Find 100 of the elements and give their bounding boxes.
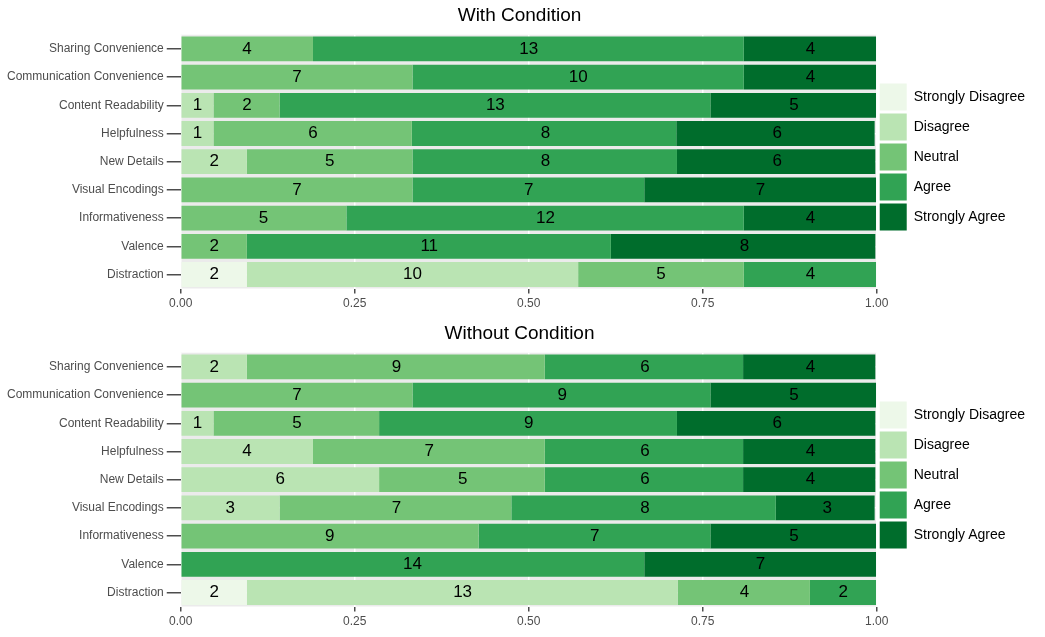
bar [743,262,877,287]
annotation: 11 [420,235,439,255]
bar [676,410,876,436]
annotation: 5 [324,151,335,171]
annotation: 2 [209,264,219,284]
x-tick-label: 0.25 [343,614,367,629]
annotation: 2 [209,356,219,376]
bar [412,64,744,90]
annotation: 8 [540,151,551,171]
annotation: 10 [403,264,422,284]
bar [412,177,645,203]
annotation: 6 [640,441,650,461]
annotation: 5 [789,525,799,545]
legend-label: Disagree [913,435,970,452]
bar [181,523,479,549]
annotation: 4 [805,264,816,284]
bar [478,523,711,549]
bar [312,439,545,464]
annotation: 6 [308,123,318,143]
bar [181,551,645,577]
bar [544,467,744,493]
annotation: 5 [258,207,269,227]
y-tick-label: Helpfulness [101,443,164,458]
bar [181,92,214,118]
bar [610,233,876,259]
annotation: 13 [485,94,505,114]
bar [411,121,677,146]
annotation: 7 [292,179,302,199]
annotation: 3 [822,497,833,517]
annotation: 4 [242,441,252,461]
x-tick-label: 0.00 [169,296,193,311]
x-tick-label: 1.00 [865,614,889,629]
bar [743,439,876,464]
bar [775,495,875,521]
chart-title: Without Condition [444,321,595,343]
annotation: 7 [590,525,600,545]
annotation: 14 [403,553,422,573]
annotation: 8 [540,123,551,143]
annotation: 4 [805,38,816,58]
annotation: 9 [557,384,567,404]
annotation: 2 [242,94,252,114]
annotation: 2 [209,235,219,255]
bar [379,467,545,493]
bar [246,149,413,175]
legend-label: Neutral [913,465,959,482]
bar [710,382,877,408]
bar [743,467,876,493]
x-tick-label: 0.50 [517,296,541,311]
bar [181,467,380,493]
bar [181,205,347,231]
annotation: 1 [192,123,203,143]
annotation: 5 [457,469,468,489]
legend-label: Strongly Disagree [913,87,1026,104]
annotation: 4 [805,66,816,86]
y-tick-label: New Details [99,472,164,487]
annotation: 6 [275,469,286,489]
bar [279,495,512,521]
bar [743,354,876,380]
x-tick-label: 0.75 [691,296,715,311]
bar [181,354,247,380]
annotation: 6 [772,151,782,171]
y-tick-label: Content Readability [59,97,164,112]
annotation: 5 [292,412,302,432]
y-tick-label: Helpfulness [101,125,164,140]
bar [246,580,678,605]
legend-label: Agree [913,177,952,194]
annotation: 10 [568,66,588,86]
legend-label: Agree [913,495,952,512]
bar [544,354,744,380]
annotation: 1 [192,94,203,114]
annotation: 2 [838,582,849,602]
bar [181,121,214,146]
bar [213,121,412,146]
y-tick-label: Valence [121,238,165,253]
annotation: 7 [524,179,534,199]
annotation: 4 [242,38,252,58]
y-tick-label: Informativeness [79,528,164,543]
bar [246,233,611,259]
bar [346,205,744,231]
annotation: 4 [805,356,816,376]
annotation: 2 [209,582,219,602]
annotation: 4 [805,469,816,489]
annotation: 7 [755,553,766,573]
bar [181,149,247,175]
bar [246,262,579,287]
annotation: 7 [292,384,302,404]
annotation: 12 [535,207,555,227]
bar [644,177,877,203]
y-tick-label: Informativeness [79,210,164,225]
annotation: 5 [656,264,666,284]
y-tick-label: New Details [99,154,164,169]
bar [412,382,711,408]
bar [246,354,545,380]
bar [181,262,247,287]
annotation: 13 [519,38,539,58]
bar [181,495,280,521]
bar [181,177,413,203]
legend-label: Disagree [913,117,970,134]
bar [578,262,744,287]
x-tick-label: 0.00 [169,614,193,629]
